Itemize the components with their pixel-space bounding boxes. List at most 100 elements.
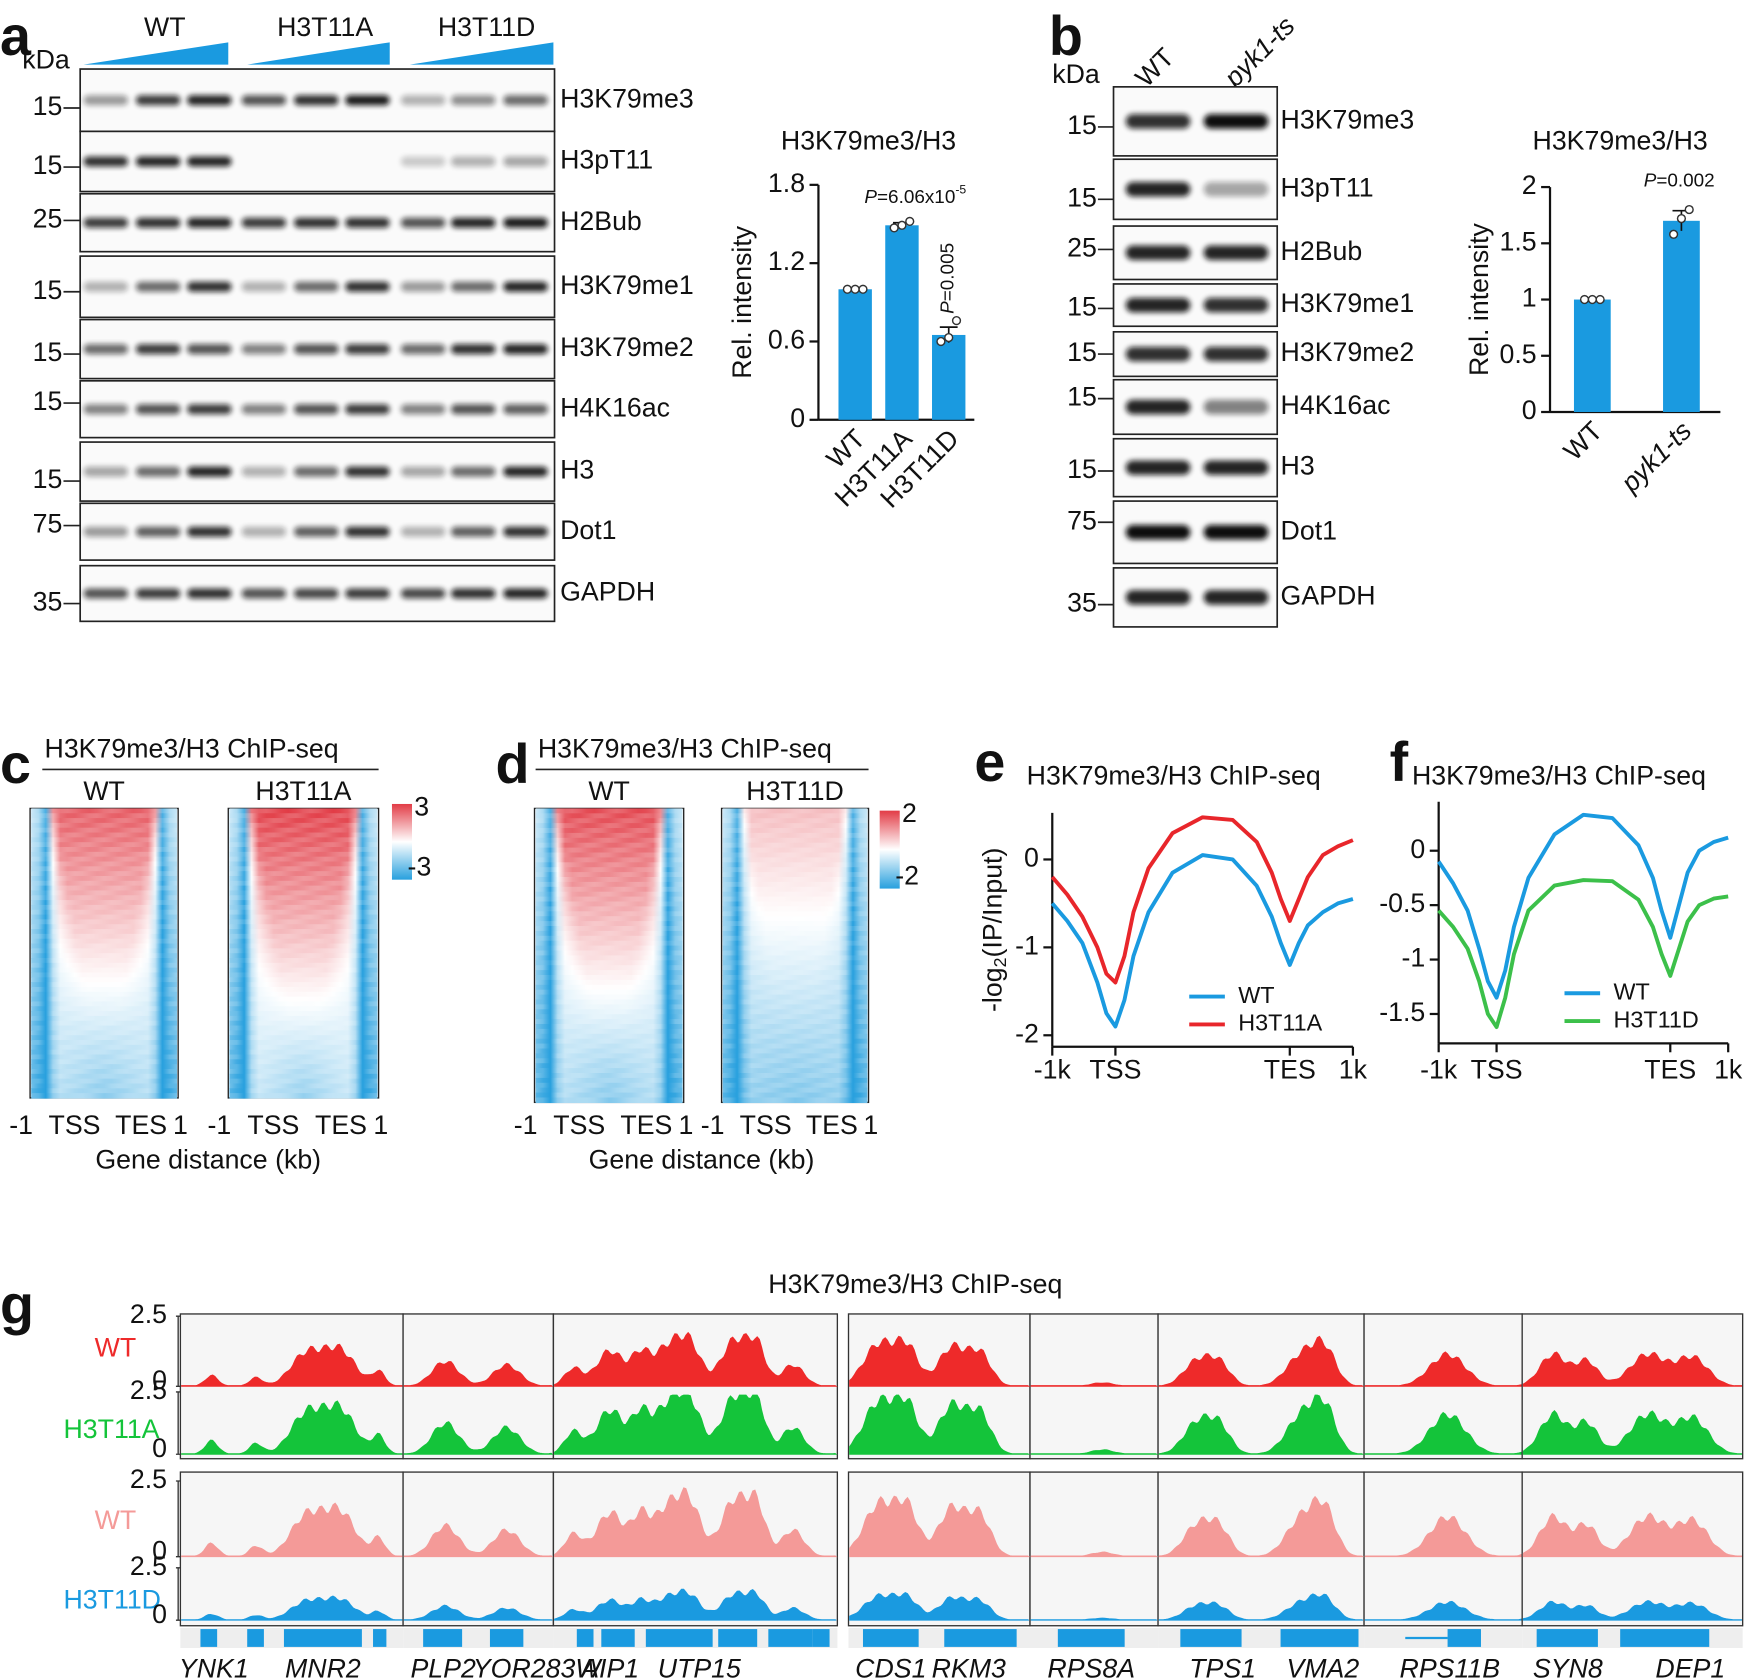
heatmap-row xyxy=(229,818,378,824)
coverage-track xyxy=(849,1394,1031,1455)
heatmap-row xyxy=(535,960,683,966)
blot-name: GAPDH xyxy=(1281,580,1376,610)
marker-label: 15 xyxy=(1067,182,1097,212)
band xyxy=(503,217,548,228)
band xyxy=(187,588,232,599)
panel-label: c xyxy=(0,733,31,795)
heatmap-row xyxy=(31,851,178,858)
p-symbol: P xyxy=(1644,171,1657,192)
dose-wedge xyxy=(247,42,390,65)
coverage-track xyxy=(403,1421,554,1455)
data-point xyxy=(1668,229,1679,239)
gene-box xyxy=(1280,1629,1359,1647)
gene-name: UTP15 xyxy=(658,1653,741,1680)
coverage-track xyxy=(554,1487,838,1558)
y-tick-label: 1 xyxy=(1522,283,1537,313)
heatmap-row xyxy=(722,837,868,844)
blot-name: H3pT11 xyxy=(1281,172,1374,202)
band xyxy=(135,281,181,292)
heatmap-row xyxy=(229,933,378,940)
band xyxy=(400,404,446,415)
heatmap-row xyxy=(229,991,378,998)
band xyxy=(450,466,496,477)
heatmap-row xyxy=(229,832,378,839)
heatmap-row xyxy=(535,1038,683,1045)
marker-label: 15 xyxy=(1067,454,1097,484)
band xyxy=(400,526,446,537)
heatmap-row xyxy=(535,965,683,971)
heatmap-row xyxy=(31,880,178,887)
band xyxy=(83,281,129,292)
heatmap-row xyxy=(31,813,178,819)
heatmap-row xyxy=(31,900,178,906)
lane-label: pyk1-ts xyxy=(1218,11,1301,94)
gene-box xyxy=(645,1629,713,1647)
heatmap-row xyxy=(31,885,178,892)
line-series xyxy=(1437,812,1729,1000)
heatmap-row xyxy=(229,1020,378,1027)
heatmap-row xyxy=(535,1028,683,1035)
gene-name: DEP1 xyxy=(1655,1653,1725,1680)
heatmap-row xyxy=(535,1058,683,1064)
band xyxy=(503,404,548,415)
heatmap-row xyxy=(535,852,683,859)
coverage-track xyxy=(181,1400,403,1455)
kda-label: kDa xyxy=(1052,59,1100,89)
heatmap xyxy=(720,807,870,1104)
blot-row xyxy=(1112,86,1279,157)
heatmap-row xyxy=(722,930,868,937)
gene-box xyxy=(1536,1629,1598,1647)
p-text: =0.002 xyxy=(1656,171,1714,192)
gene-box xyxy=(862,1629,919,1647)
blot-name: H3 xyxy=(560,455,594,485)
coverage-track xyxy=(403,1522,554,1558)
track-tick-label: 2.5 xyxy=(130,1464,167,1494)
band xyxy=(83,217,129,228)
data-point xyxy=(1587,294,1597,305)
heatmap-row xyxy=(31,909,178,916)
band xyxy=(293,466,339,477)
y-label-text: -log xyxy=(977,967,1007,1012)
heatmap-row xyxy=(722,1092,868,1099)
heatmap-row xyxy=(229,953,378,959)
blot-row xyxy=(1112,330,1279,378)
x-tick-label: -1 xyxy=(9,1110,33,1140)
heatmap-row xyxy=(535,950,683,957)
marker-label: 15 xyxy=(33,91,63,121)
heatmap-row xyxy=(722,1043,868,1050)
heatmap-title: H3K79me3/H3 ChIP-seq xyxy=(45,734,339,764)
heatmap-row xyxy=(722,926,868,932)
gene-name: VMA2 xyxy=(1286,1653,1359,1680)
heatmap-row xyxy=(722,1048,868,1055)
heatmap-row xyxy=(535,999,683,1006)
data-point xyxy=(1595,294,1605,305)
heatmap-label: WT xyxy=(588,776,630,806)
band xyxy=(450,588,496,599)
band xyxy=(1203,346,1269,362)
x-tick-label: -1 xyxy=(514,1110,538,1140)
heatmap-row xyxy=(31,875,178,882)
data-point xyxy=(889,223,899,233)
heatmap xyxy=(533,807,685,1104)
heatmap-row xyxy=(722,1072,868,1079)
heatmap-row xyxy=(535,867,683,873)
band xyxy=(1125,182,1191,197)
gene-box xyxy=(1057,1629,1125,1647)
data-point xyxy=(1579,294,1590,305)
heatmap-row xyxy=(31,943,178,950)
y-tick-label: 0 xyxy=(1522,395,1537,425)
band xyxy=(241,217,287,228)
band xyxy=(135,526,181,537)
heatmap-row xyxy=(535,1033,683,1040)
heatmap xyxy=(29,807,179,1099)
heatmap-row xyxy=(535,808,683,814)
track-region xyxy=(1029,1471,1159,1627)
heatmap-row xyxy=(535,886,683,893)
heatmap-row xyxy=(722,1028,868,1035)
band xyxy=(1125,525,1191,540)
p-exponent: -5 xyxy=(955,183,966,197)
heatmap-row xyxy=(722,1004,868,1010)
band xyxy=(83,344,129,355)
gene-name: TPS1 xyxy=(1189,1653,1256,1680)
x-tick-label: TES xyxy=(1264,1054,1316,1084)
